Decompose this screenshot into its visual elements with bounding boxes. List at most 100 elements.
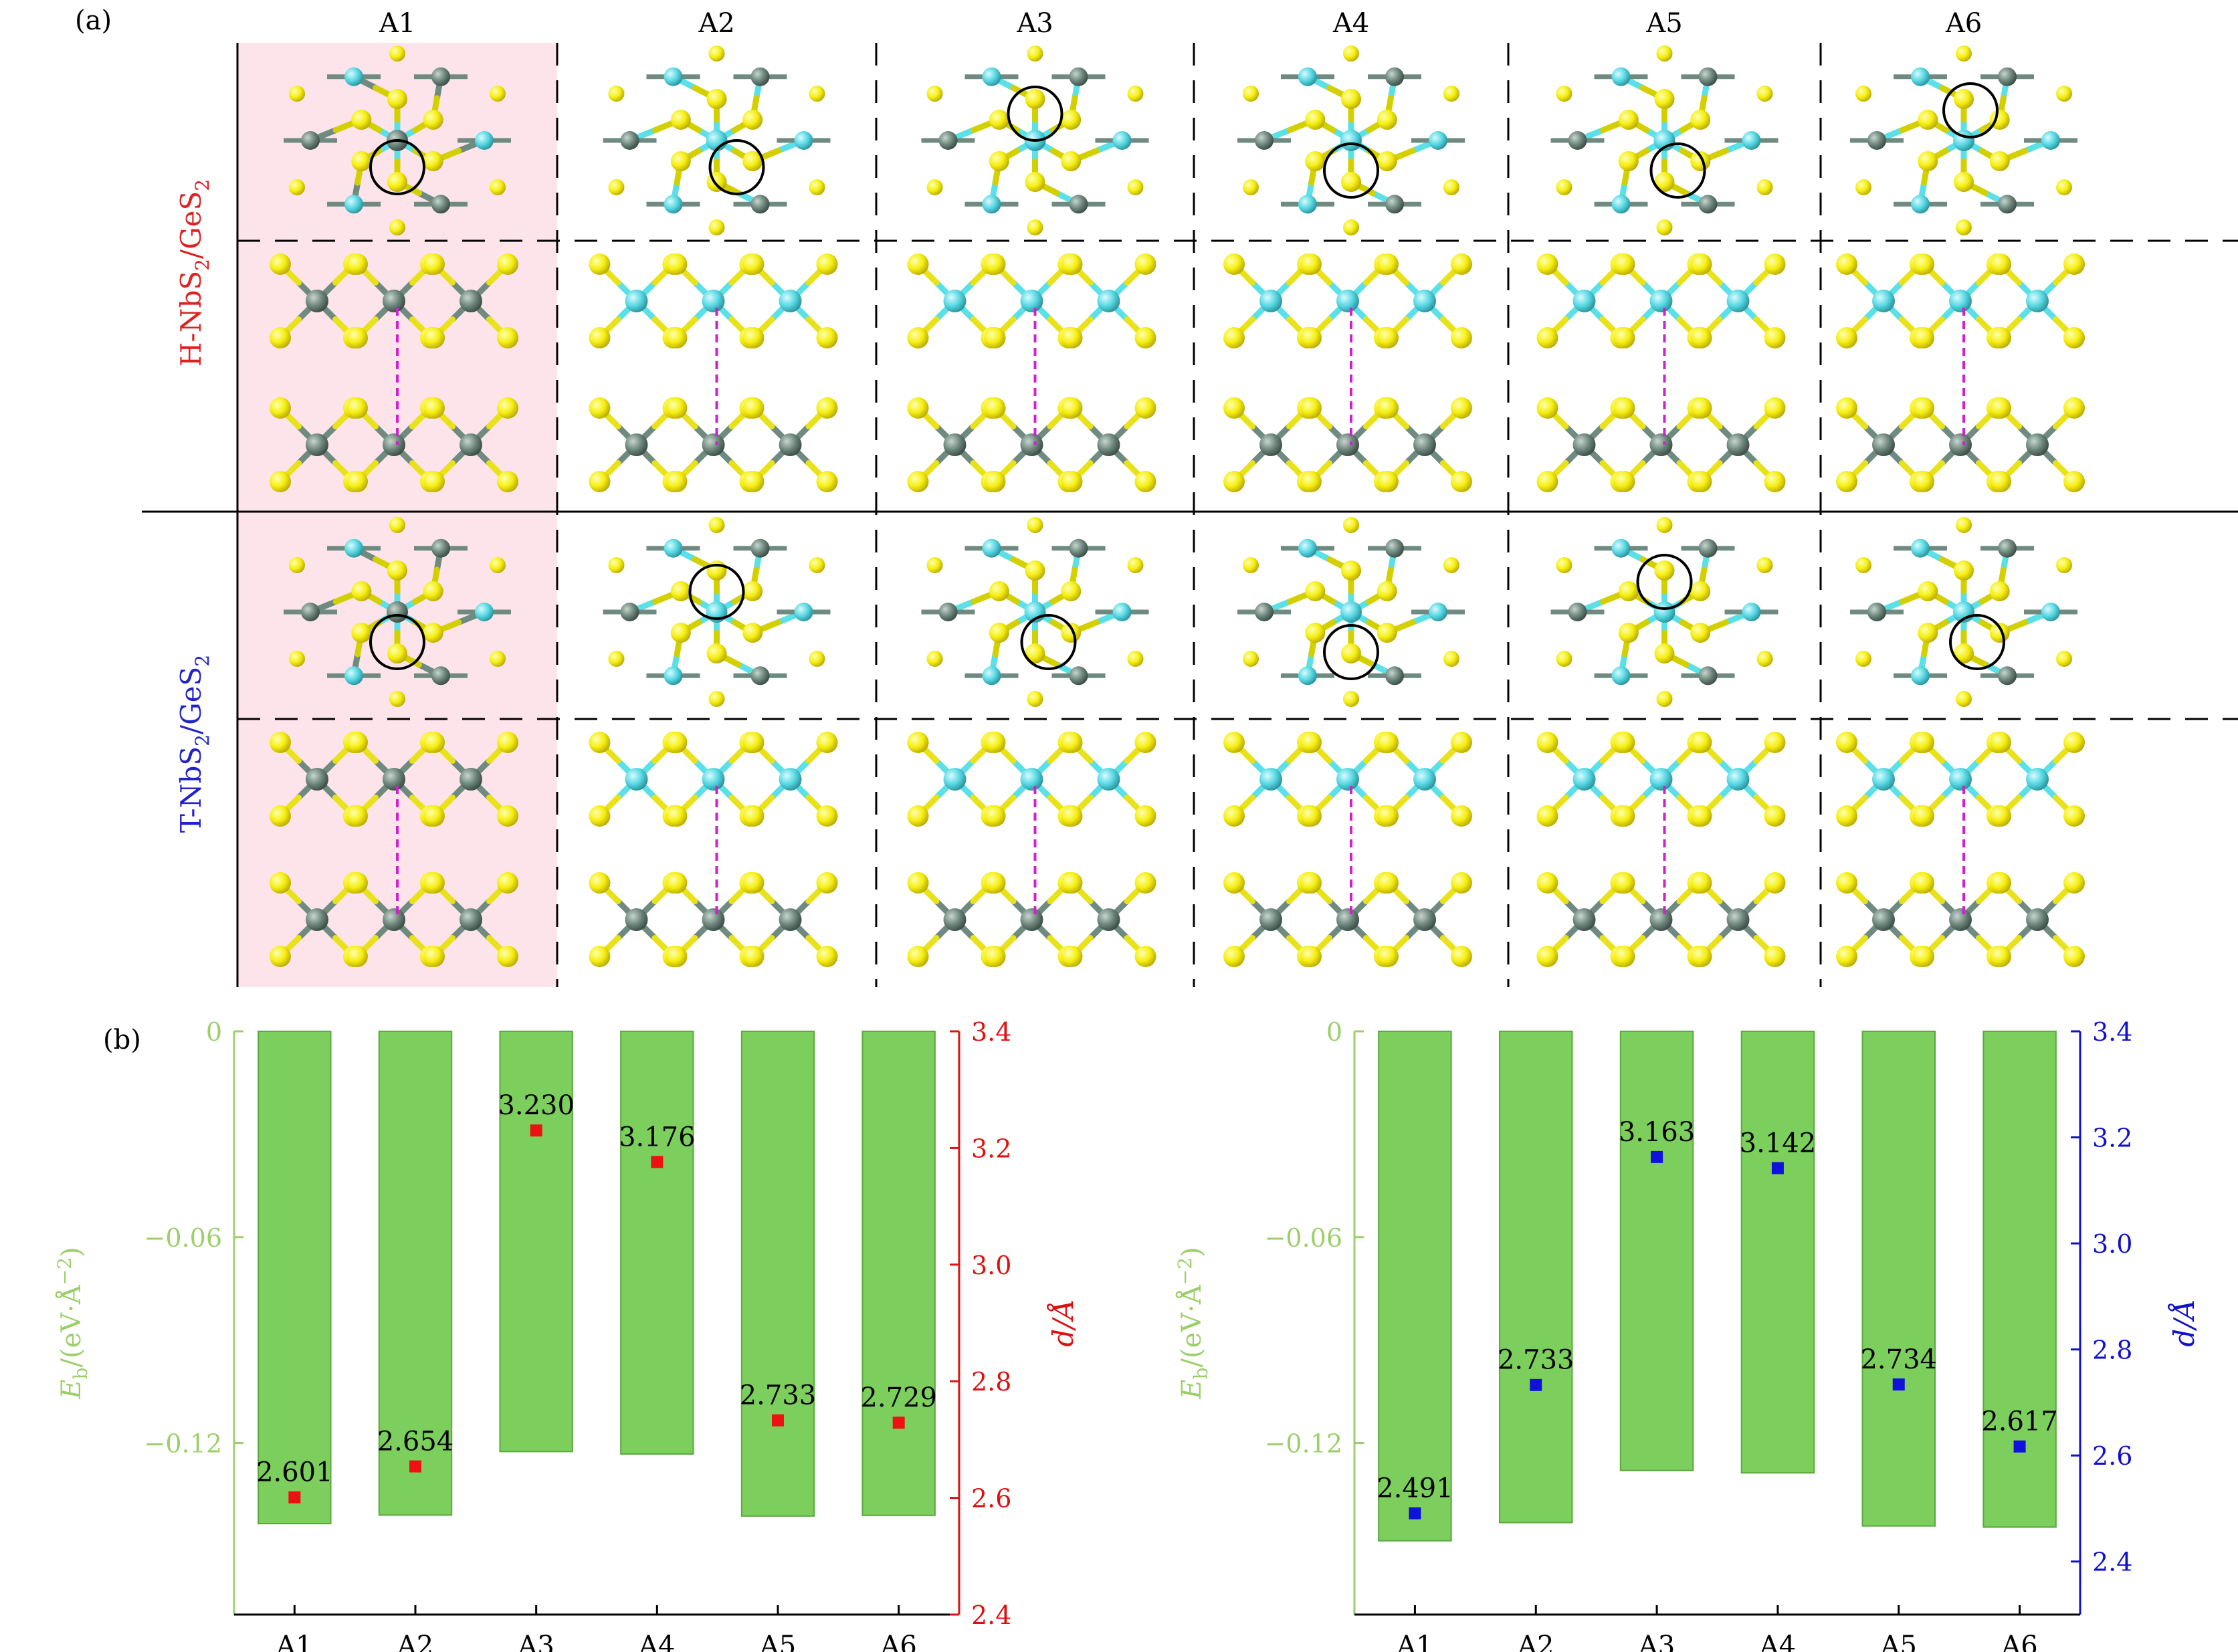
- germanium-atom: [1020, 908, 1043, 931]
- sulfur-atom: [2063, 397, 2085, 419]
- sulfur-atom: [1613, 327, 1635, 348]
- niobium-atom: [344, 538, 363, 558]
- sulfur-atom: [1134, 397, 1156, 419]
- sulfur-atom: [1756, 557, 1773, 573]
- sulfur-atom: [389, 45, 405, 62]
- niobium-atom: [1298, 67, 1317, 86]
- point-a3: [530, 1124, 542, 1137]
- niobium-atom: [1020, 290, 1043, 312]
- data-label-a4: 3.176: [619, 1122, 696, 1152]
- sulfur-atom: [816, 253, 838, 275]
- sulfur-atom: [1025, 560, 1045, 581]
- sulfur-atom: [1836, 471, 1857, 492]
- sulfur-atom: [1556, 179, 1572, 195]
- stacking-site-circle: [1020, 614, 1077, 670]
- side-view-h-a5: [1536, 253, 1786, 492]
- sulfur-atom: [1764, 946, 1786, 967]
- side-view-t-a3: [907, 732, 1156, 967]
- structure-grid: [270, 45, 2085, 967]
- side-view-t-a2: [589, 732, 838, 967]
- niobium-atom: [1413, 290, 1436, 312]
- sulfur-atom: [1027, 691, 1043, 707]
- sulfur-atom: [608, 557, 625, 573]
- germanium-atom: [1097, 908, 1120, 931]
- stacking-site-circle: [708, 139, 765, 195]
- niobium-atom: [943, 768, 967, 791]
- bar-a6: [1982, 1031, 2057, 1528]
- bar-a1: [1378, 1031, 1452, 1542]
- sulfur-atom: [1855, 557, 1871, 573]
- niobium-atom: [1020, 768, 1043, 791]
- germanium-atom: [1069, 538, 1088, 558]
- top-view-t-a2: [603, 517, 831, 707]
- right-tick-label: 3.2: [971, 1134, 1011, 1163]
- niobium-atom: [1572, 290, 1596, 312]
- sulfur-atom: [907, 805, 929, 827]
- sulfur-atom: [1990, 946, 2011, 967]
- sulfur-atom: [1134, 946, 1156, 967]
- top-view-t-a3: [921, 517, 1149, 707]
- sulfur-atom: [1654, 560, 1675, 581]
- sulfur-atom: [497, 872, 518, 894]
- niobium-atom: [1911, 538, 1930, 558]
- sulfur-atom: [589, 397, 611, 419]
- sulfur-atom: [1061, 471, 1083, 492]
- sulfur-atom: [423, 872, 445, 894]
- sulfur-atom: [1223, 872, 1245, 894]
- sulfur-atom: [1377, 623, 1397, 643]
- sulfur-atom: [1656, 45, 1673, 62]
- sulfur-atom: [2063, 946, 2085, 967]
- niobium-atom: [1413, 768, 1436, 791]
- germanium-atom: [301, 131, 320, 150]
- right-axis-title: d/Å: [2167, 1299, 2201, 1346]
- sulfur-atom: [1690, 805, 1712, 827]
- sulfur-atom: [1027, 517, 1043, 533]
- panel-a-label: (a): [75, 5, 112, 36]
- sulfur-atom: [423, 151, 443, 171]
- top-view-h-a1: [284, 45, 511, 235]
- sulfur-atom: [346, 872, 368, 894]
- right-tick-label: 2.4: [2092, 1548, 2132, 1577]
- germanium-atom: [2026, 908, 2049, 931]
- data-label-a3: 3.230: [498, 1090, 575, 1121]
- x-tick-label-a2: A2: [397, 1631, 433, 1652]
- sulfur-atom: [926, 557, 943, 573]
- sulfur-atom: [387, 560, 407, 581]
- sulfur-atom: [1618, 151, 1639, 171]
- germanium-atom: [625, 433, 648, 456]
- top-view-t-a1: [284, 517, 511, 707]
- sulfur-atom: [1618, 110, 1639, 130]
- niobium-atom: [625, 768, 648, 791]
- sulfur-atom: [742, 253, 765, 275]
- niobium-atom: [1572, 768, 1596, 791]
- sulfur-atom: [1134, 805, 1156, 827]
- niobium-atom: [1112, 603, 1132, 621]
- sulfur-atom: [497, 946, 518, 967]
- sulfur-atom: [742, 471, 765, 492]
- sulfur-atom: [1536, 732, 1558, 753]
- niobium-atom: [1429, 131, 1447, 150]
- sulfur-atom: [423, 471, 445, 492]
- sulfur-atom: [1989, 581, 2010, 601]
- niobium-atom: [625, 290, 648, 312]
- niobium-atom: [1872, 768, 1895, 791]
- sulfur-atom: [351, 151, 372, 171]
- sulfur-atom: [1954, 89, 1974, 109]
- germanium-atom: [1568, 603, 1587, 621]
- niobium-atom: [1340, 601, 1362, 623]
- sulfur-atom: [1836, 327, 1857, 348]
- data-label-a6: 2.617: [1981, 1407, 2058, 1437]
- x-tick-label-a1: A1: [276, 1631, 312, 1652]
- sulfur-atom: [1956, 219, 1972, 235]
- sulfur-atom: [497, 732, 518, 753]
- sulfur-atom: [1764, 397, 1786, 419]
- germanium-atom: [620, 603, 639, 621]
- sulfur-atom: [387, 643, 407, 663]
- sulfur-atom: [351, 110, 372, 130]
- data-label-a6: 2.729: [860, 1382, 937, 1413]
- sulfur-atom: [1127, 557, 1144, 573]
- sulfur-atom: [1377, 872, 1399, 894]
- sulfur-atom: [389, 691, 405, 707]
- sulfur-atom: [389, 219, 405, 235]
- sulfur-atom: [1300, 732, 1322, 753]
